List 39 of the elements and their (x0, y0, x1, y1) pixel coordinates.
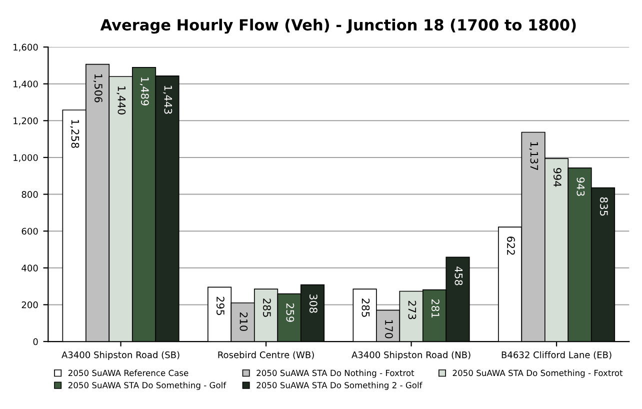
legend-label: 2050 SuAWA STA Do Nothing - Foxtrot (256, 370, 414, 378)
data-label: 458 (454, 266, 463, 286)
chart-title: Average Hourly Flow (Veh) - Junction 18 (1700 to 1800) (100, 18, 576, 34)
data-label: 1,443 (163, 86, 172, 114)
legend-label: 2050 SuAWA Reference Case (68, 370, 188, 376)
data-label: 281 (432, 299, 440, 318)
x-tick-label: Rosebird Centre (WB) (218, 351, 314, 360)
data-label: 994 (554, 168, 562, 187)
legend-label: 2050 SuAWA STA Do Something - Foxtrot (452, 370, 623, 378)
data-label: 943 (576, 177, 585, 196)
data-label: 285 (263, 298, 271, 317)
data-label: 285 (362, 298, 370, 317)
data-label: 259 (286, 303, 294, 322)
y-tick-label: 1,000 (14, 154, 38, 162)
y-tick-label: 1,400 (14, 80, 38, 88)
y-tick-label: 400 (22, 264, 38, 272)
y-tick-label: 1,200 (14, 117, 38, 126)
data-label: 835 (600, 197, 608, 216)
data-label: 295 (216, 296, 224, 316)
x-tick-label: A3400 Shipston Road (NB) (352, 351, 470, 360)
data-label: 1,489 (140, 77, 149, 106)
legend-label: 2050 SuAWA STA Do Something - Golf (68, 382, 226, 390)
y-tick-label: 200 (22, 301, 38, 308)
data-label: 1,506 (93, 74, 102, 102)
x-tick-label: A3400 Shipston Road (SB) (62, 351, 180, 360)
data-label: 1,258 (70, 120, 80, 148)
y-tick-label: 800 (22, 191, 38, 198)
data-label: 308 (309, 294, 318, 313)
x-tick-label: B4632 Clifford Lane (EB) (502, 351, 612, 360)
data-label: 1,137 (529, 142, 538, 170)
data-label: 273 (408, 300, 416, 320)
y-tick-label: 600 (22, 228, 38, 235)
data-label: 1,440 (116, 86, 126, 114)
data-label: 210 (240, 312, 248, 331)
legend-label: 2050 SuAWA STA Do Something 2 - Golf (256, 382, 422, 390)
data-label: 622 (507, 236, 515, 255)
data-label: 170 (385, 320, 393, 338)
y-tick-label: 0 (33, 338, 38, 346)
y-tick-label: 1,600 (14, 44, 38, 52)
